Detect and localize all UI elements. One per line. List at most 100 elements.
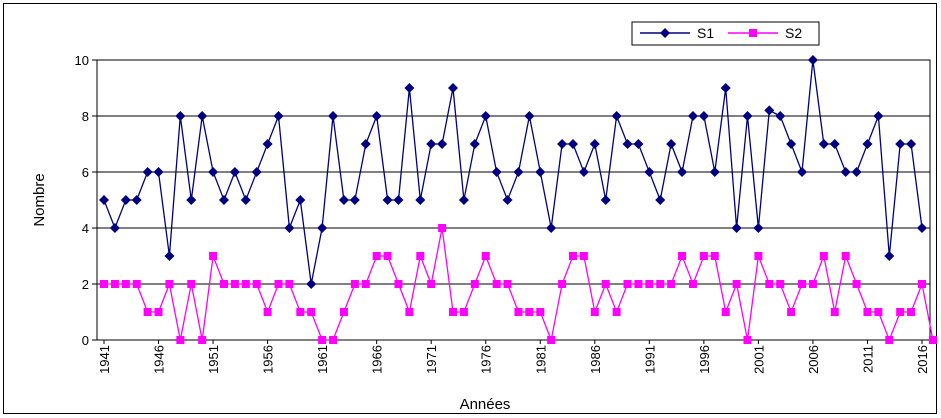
point-s1-1957 xyxy=(273,111,284,121)
point-s2-1962 xyxy=(329,336,338,344)
x-tick-label-2001: 2001 xyxy=(751,345,766,374)
point-s2-2009 xyxy=(841,252,850,260)
point-s1-1972 xyxy=(437,139,448,149)
point-s1-2010 xyxy=(851,167,862,177)
point-s2-1964 xyxy=(350,280,359,288)
point-s2-1959 xyxy=(296,308,305,316)
point-s2-1979 xyxy=(514,308,523,316)
point-s2-1975 xyxy=(470,280,479,288)
point-s2-2006 xyxy=(808,280,817,288)
point-s1-1988 xyxy=(611,111,622,121)
x-tick-label-1951: 1951 xyxy=(206,345,221,374)
point-s1-1977 xyxy=(491,167,502,177)
point-s2-1973 xyxy=(449,308,458,316)
x-tick-label-2006: 2006 xyxy=(806,345,821,374)
x-tick-label-1966: 1966 xyxy=(370,345,385,374)
point-s1-1976 xyxy=(480,111,491,121)
point-s1-1986 xyxy=(589,139,600,149)
point-s2-1952 xyxy=(219,280,228,288)
point-s1-1951 xyxy=(208,167,219,177)
point-s1-1956 xyxy=(262,139,273,149)
point-s1-1995 xyxy=(687,111,698,121)
point-s2-2000 xyxy=(743,336,752,344)
point-s2-1966 xyxy=(372,252,381,260)
point-s2-1955 xyxy=(252,280,261,288)
point-s1-1942 xyxy=(109,223,120,233)
point-s2-1972 xyxy=(438,224,447,232)
point-s2-1969 xyxy=(405,308,414,316)
point-s1-2015 xyxy=(906,139,917,149)
point-s2-2004 xyxy=(787,308,796,316)
point-s2-1967 xyxy=(383,252,392,260)
point-s1-1997 xyxy=(709,167,720,177)
point-s1-1947 xyxy=(164,251,175,261)
x-tick-label-1941: 1941 xyxy=(97,345,112,374)
point-s2-1942 xyxy=(110,280,119,288)
point-s2-1985 xyxy=(579,252,588,260)
point-s1-1993 xyxy=(666,139,677,149)
point-s2-1977 xyxy=(492,280,501,288)
point-s1-2009 xyxy=(840,167,851,177)
series-group xyxy=(99,55,937,344)
point-s1-1964 xyxy=(349,195,360,205)
point-s1-2011 xyxy=(862,139,873,149)
point-s1-1967 xyxy=(382,195,393,205)
point-s1-2013 xyxy=(884,251,895,261)
y-tick-label-2: 2 xyxy=(82,277,89,292)
point-s2-1984 xyxy=(568,252,577,260)
point-s1-1955 xyxy=(251,167,262,177)
point-s2-1947 xyxy=(165,280,174,288)
point-s1-1991 xyxy=(644,167,655,177)
point-s2-1946 xyxy=(154,308,163,316)
point-s1-1978 xyxy=(502,195,513,205)
point-s2-1951 xyxy=(209,252,218,260)
y-axis-ticks: 0 2 4 6 8 10 xyxy=(75,53,97,348)
series-line-s1 xyxy=(103,59,923,285)
x-axis-title: Années xyxy=(460,396,511,413)
y-tick-label-8: 8 xyxy=(82,109,89,124)
point-s2-1995 xyxy=(688,280,697,288)
point-s1-1941 xyxy=(99,195,109,205)
point-s1-2008 xyxy=(829,139,840,149)
x-tick-label-1971: 1971 xyxy=(424,345,439,374)
point-s1-1979 xyxy=(513,167,524,177)
point-s2-1961 xyxy=(318,336,327,344)
point-s2-1970 xyxy=(416,252,425,260)
x-tick-label-2016: 2016 xyxy=(915,345,930,374)
point-s1-2001 xyxy=(753,223,764,233)
chart-frame xyxy=(3,3,937,414)
point-s2-1981 xyxy=(536,308,545,316)
point-s2-2016 xyxy=(918,280,926,288)
point-s2-2015 xyxy=(907,308,916,316)
y-tick-label-4: 4 xyxy=(82,221,89,236)
point-s1-1992 xyxy=(655,195,666,205)
point-s1-1990 xyxy=(633,139,644,149)
point-s2-1968 xyxy=(394,280,403,288)
point-s1-2016 xyxy=(917,223,927,233)
point-s2-1993 xyxy=(667,280,676,288)
point-s2-1963 xyxy=(339,308,348,316)
point-s1-1945 xyxy=(142,167,153,177)
point-s2-1997 xyxy=(710,252,719,260)
point-s1-1975 xyxy=(469,139,480,149)
point-s2-1976 xyxy=(481,252,490,260)
legend-label-s2: S2 xyxy=(785,25,802,41)
x-tick-label-1961: 1961 xyxy=(315,345,330,374)
point-s2-1987 xyxy=(601,280,610,288)
x-tick-label-1981: 1981 xyxy=(533,345,548,374)
legend-box xyxy=(631,21,820,46)
point-s2-1990 xyxy=(634,280,643,288)
point-s2-2011 xyxy=(863,308,872,316)
point-s1-2014 xyxy=(895,139,906,149)
point-s2-1965 xyxy=(361,280,370,288)
point-s1-1965 xyxy=(360,139,371,149)
point-s1-1971 xyxy=(426,139,437,149)
point-s1-2005 xyxy=(797,167,808,177)
x-axis-ticks: 1941 1946 1951 1956 1961 1966 1971 1976 1981 1986… xyxy=(97,340,930,374)
legend: S1 S2 xyxy=(631,21,820,46)
point-s2-1980 xyxy=(525,308,534,316)
point-s2-1944 xyxy=(132,280,141,288)
point-s2-1941 xyxy=(100,280,108,288)
point-s2-2001 xyxy=(754,252,763,260)
